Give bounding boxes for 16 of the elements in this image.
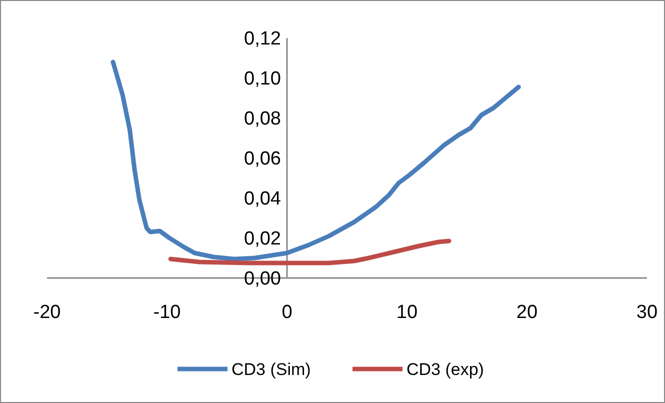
x-tick-label: 10 — [396, 302, 418, 323]
y-tick-label: 0,12 — [244, 28, 281, 50]
x-tick-label: 20 — [516, 302, 538, 323]
x-tick-label: -20 — [33, 302, 61, 323]
y-tick-label: 0,04 — [244, 188, 282, 210]
y-tick-label: 0,08 — [244, 108, 281, 130]
y-tick-label: 0,10 — [244, 68, 281, 90]
legend-label: CD3 (exp) — [406, 360, 484, 379]
x-tick-label: 0 — [282, 302, 292, 323]
y-tick-label: 0,02 — [244, 228, 281, 250]
y-tick-label: 0,00 — [244, 268, 281, 290]
line-series — [110, 60, 521, 262]
legend-label: CD3 (Sim) — [232, 360, 311, 379]
y-tick-label: 0,06 — [244, 148, 281, 170]
x-tick-label: -10 — [153, 302, 181, 323]
x-tick-label: 30 — [636, 302, 658, 323]
